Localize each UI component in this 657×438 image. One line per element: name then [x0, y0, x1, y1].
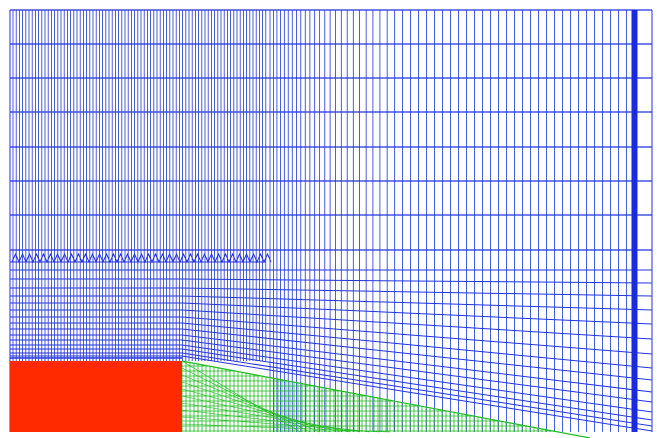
solid-block: [10, 361, 182, 432]
mesh-row-line: [181, 278, 653, 284]
near-wall-mesh: [181, 360, 591, 438]
dense-mesh-column: [631, 10, 638, 432]
near-wall-fan-line: [181, 409, 371, 433]
mesh-row-line: [181, 352, 653, 427]
mesh-row-line: [181, 316, 653, 355]
near-wall-fan-line: [181, 416, 381, 433]
mesh-row-line: [181, 344, 653, 413]
near-wall-fan-line: [181, 367, 311, 433]
mesh-row-line: [181, 355, 653, 432]
near-wall-fan-line: [181, 423, 391, 433]
mesh-row-line: [181, 348, 653, 421]
mesh-row-line: [181, 339, 653, 403]
mesh-row-line: [181, 328, 653, 381]
near-wall-fan-line: [181, 360, 301, 433]
near-wall-edge: [181, 360, 591, 438]
mesh-row-line: [181, 309, 653, 340]
mesh-row-line: [181, 334, 653, 393]
fluid-mesh-columns: [9, 10, 653, 432]
mesh-row-line: [181, 295, 653, 311]
lower-fluid-mesh: [10, 269, 653, 432]
near-wall-fan-line: [181, 381, 331, 433]
mesh-row-line: [181, 322, 653, 369]
zigzag-line: [11, 252, 272, 264]
upper-fluid-mesh: [10, 9, 652, 251]
near-wall-fan-line: [181, 388, 341, 433]
near-wall-fan-line: [181, 374, 321, 433]
mesh-row-line: [181, 287, 653, 297]
mesh-row-line: [181, 302, 653, 325]
